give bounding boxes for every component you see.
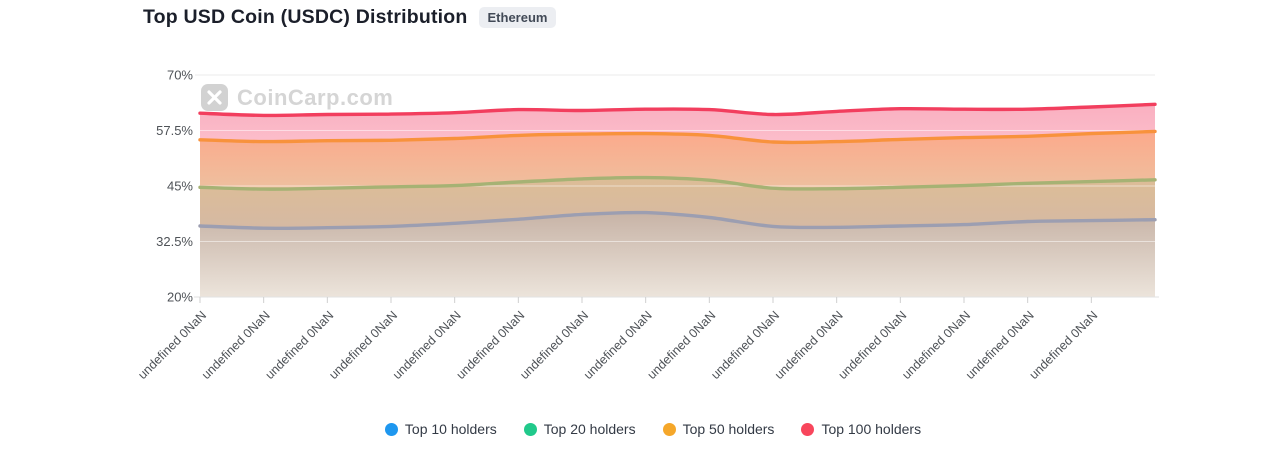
legend-item-top-10-holders[interactable]: Top 10 holders	[384, 421, 497, 437]
x-axis-label: undefined 0NaN	[645, 308, 719, 382]
series-line-top-100-holders	[198, 102, 1157, 118]
x-axis-label: undefined 0NaN	[199, 308, 273, 382]
page-title: Top USD Coin (USDC) Distribution	[143, 6, 468, 28]
x-axis-label: undefined 0NaN	[1027, 308, 1101, 382]
legend-item-top-20-holders[interactable]: Top 20 holders	[523, 421, 636, 437]
legend-label: Top 10 holders	[404, 421, 497, 437]
x-axis-label: undefined 0NaN	[390, 308, 464, 382]
x-axis-label: undefined 0NaN	[581, 308, 655, 382]
chart-legend: Top 10 holders Top 20 holders Top 50 holde…	[13, 421, 1280, 437]
x-axis-label: undefined 0NaN	[517, 308, 591, 382]
y-axis-label: 57.5%	[156, 123, 193, 138]
x-axis-label: undefined 0NaN	[963, 308, 1037, 382]
legend-label: Top 20 holders	[543, 421, 636, 437]
series-line-top-50-holders	[198, 129, 1157, 145]
series-line-top-20-holders	[198, 175, 1157, 191]
area-band-top10-baseline	[200, 212, 1155, 297]
x-axis-label: undefined 0NaN	[454, 308, 528, 382]
x-axis-label: undefined 0NaN	[899, 308, 973, 382]
y-axis-label: 20%	[167, 290, 193, 305]
network-badge: Ethereum	[478, 7, 557, 28]
y-axis-label: 32.5%	[156, 234, 193, 249]
x-axis-label: undefined 0NaN	[708, 308, 782, 382]
legend-dot-icon	[523, 422, 537, 436]
legend-item-top-50-holders[interactable]: Top 50 holders	[662, 421, 775, 437]
legend-dot-icon	[384, 422, 398, 436]
y-axis-label: 45%	[167, 179, 193, 194]
x-axis-label: undefined 0NaN	[836, 308, 910, 382]
area-band-top20-top10	[200, 177, 1155, 229]
legend-item-top-100-holders[interactable]: Top 100 holders	[801, 421, 921, 437]
x-axis-label: undefined 0NaN	[772, 308, 846, 382]
chart-header: Top USD Coin (USDC) Distribution Ethereu…	[143, 6, 557, 29]
legend-label: Top 50 holders	[682, 421, 775, 437]
series-line-top-10-holders	[198, 210, 1157, 230]
area-band-top50-top20	[200, 131, 1155, 190]
y-axis-label: 70%	[167, 68, 193, 83]
x-axis-label: undefined 0NaN	[263, 308, 337, 382]
legend-dot-icon	[662, 422, 676, 436]
x-axis-label: undefined 0NaN	[135, 308, 209, 382]
legend-label: Top 100 holders	[821, 421, 922, 437]
x-axis-label: undefined 0NaN	[326, 308, 400, 382]
legend-dot-icon	[801, 422, 815, 436]
